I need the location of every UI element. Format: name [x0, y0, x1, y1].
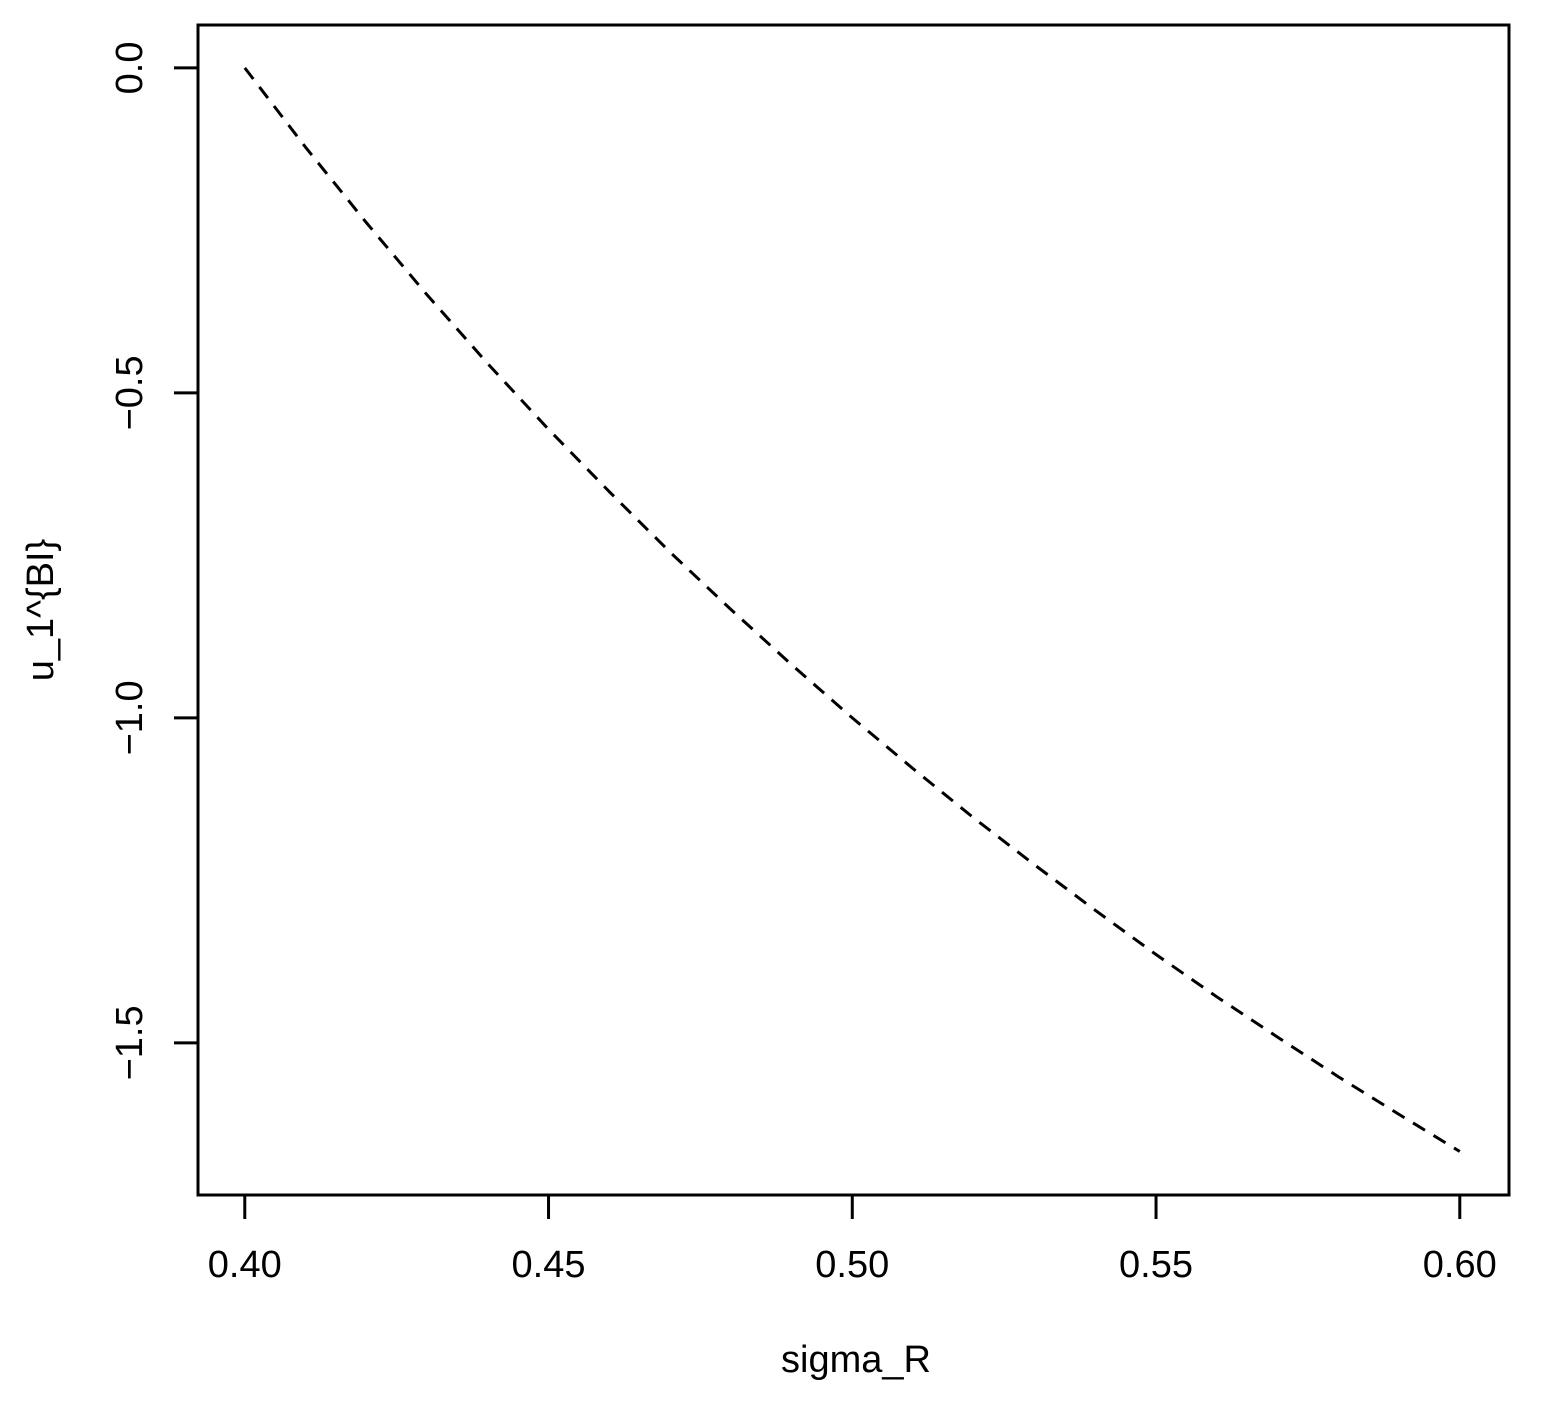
y-axis-label: u_1^{BI} [20, 539, 62, 682]
x-axis-tick-label: 0.45 [512, 1244, 586, 1286]
x-axis-label: sigma_R [781, 1339, 931, 1381]
y-axis-tick-label: −0.5 [109, 355, 151, 430]
y-axis-tick-label: 0.0 [109, 41, 151, 94]
y-axis-tick-label: −1.5 [109, 1005, 151, 1080]
x-axis-tick-label: 0.40 [208, 1244, 282, 1286]
x-axis-tick-label: 0.60 [1423, 1244, 1497, 1286]
x-axis-tick-label: 0.55 [1119, 1244, 1193, 1286]
plot-box [196, 23, 1511, 1197]
y-axis-tick-label: −1.0 [109, 680, 151, 755]
data-line [243, 66, 1461, 1153]
x-axis-tick-label: 0.50 [815, 1244, 889, 1286]
